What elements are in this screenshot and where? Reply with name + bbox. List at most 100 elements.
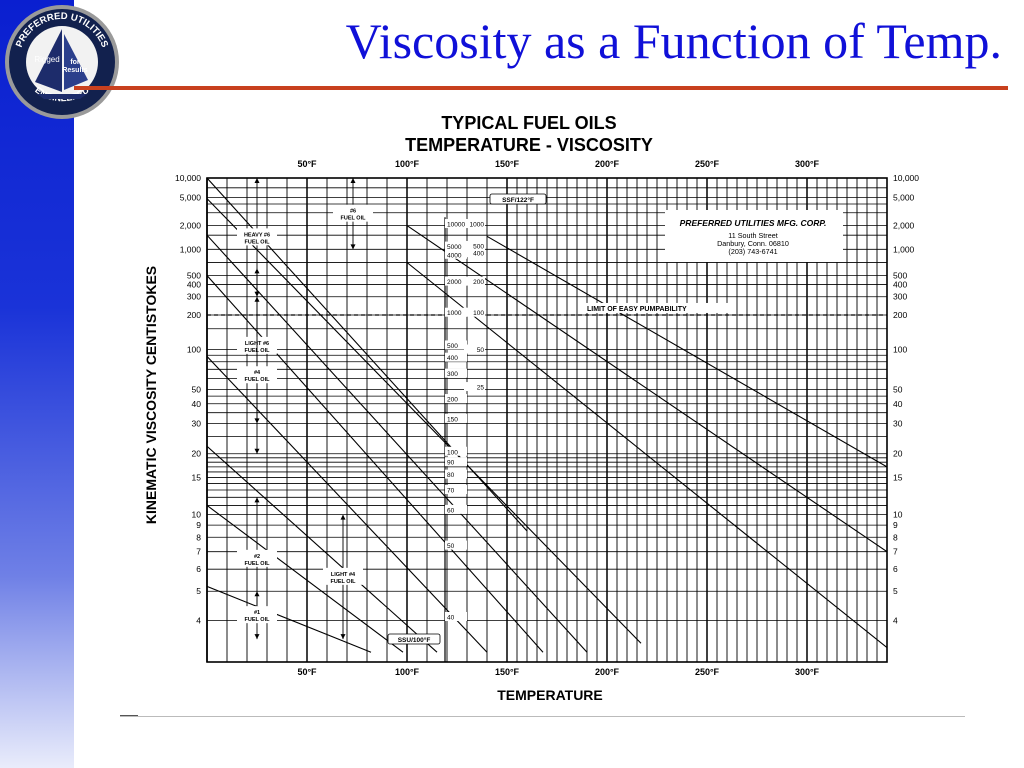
range-arrow-head <box>254 296 260 302</box>
ssu-tick-label: 500 <box>447 343 458 350</box>
ssu-tick-bg <box>445 413 467 423</box>
footer-rule <box>120 716 965 717</box>
series-line-8 <box>207 585 372 653</box>
pumpability-label-bg <box>585 302 733 313</box>
ssu-tick-bg <box>445 446 467 456</box>
y-tick-label-right: 300 <box>893 292 907 302</box>
ssf-tick-label: 400 <box>473 251 484 258</box>
x-tick-label-bottom: 300°F <box>795 667 820 677</box>
ssu-tick-label: 5000 <box>447 244 462 251</box>
ssf-tick-bg <box>464 248 485 258</box>
range-label-line2: FUEL OIL <box>245 561 271 567</box>
ssu-tick-label: 80 <box>447 472 455 479</box>
series-group <box>207 178 887 653</box>
ssu-tick-bg <box>445 457 467 467</box>
y-tick-label-left: 50 <box>192 384 202 394</box>
y-tick-label-left: 10 <box>192 510 202 520</box>
ssu-tick-label: 400 <box>447 355 458 362</box>
ssu-tick-bg <box>445 276 467 286</box>
y-tick-label-right: 500 <box>893 271 907 281</box>
y-tick-label-left: 4 <box>196 615 201 625</box>
ssf-tick-label: 500 <box>473 243 484 250</box>
y-tick-label-left: 2,000 <box>180 221 202 231</box>
ssu-tick-bg <box>445 485 467 495</box>
range-arrow-head <box>350 178 356 183</box>
y-tick-label-right: 2,000 <box>893 221 915 231</box>
ssu-tick-label: 300 <box>447 371 458 378</box>
ssu-tick-label: 60 <box>447 507 455 514</box>
ssu-tick-label: 150 <box>447 416 458 423</box>
range-arrow-head <box>254 591 260 597</box>
ssu-tick-label: 40 <box>447 615 455 622</box>
ssu-label-box <box>387 633 441 645</box>
y-tick-label-right: 9 <box>893 520 898 530</box>
range-arrow-head <box>340 514 346 520</box>
x-tick-label-top: 100°F <box>395 159 420 169</box>
ssu-tick-bg <box>445 540 467 550</box>
y-tick-label-right: 10,000 <box>893 173 919 183</box>
y-tick-label-left: 1,000 <box>180 244 202 254</box>
pumpability-label: LIMIT OF EASY PUMPABILITY <box>587 306 687 313</box>
ssf-tick-bg <box>464 240 485 250</box>
range-label-line1: #2 <box>254 554 260 560</box>
y-tick-label-left: 8 <box>196 532 201 542</box>
ssf-tick-bg <box>464 219 485 229</box>
series-line-9 <box>406 225 887 553</box>
ssf-scale-label: SSF/122°F <box>502 196 534 204</box>
range-label-line1: #1 <box>254 610 260 616</box>
y-tick-label-left: 100 <box>187 345 201 355</box>
company-box <box>665 210 843 262</box>
ssu-tick-bg <box>445 340 467 350</box>
x-tick-label-top: 50°F <box>297 159 317 169</box>
company-address-line: Danbury, Conn. 06810 <box>717 239 789 248</box>
y-tick-label-right: 6 <box>893 564 898 574</box>
series-line-3 <box>207 234 588 653</box>
ssu-tick-label: 10000 <box>447 222 465 229</box>
range-arrow-head <box>254 448 260 454</box>
range-label-line2: FUEL OIL <box>245 239 271 245</box>
x-tick-label-top: 150°F <box>495 159 520 169</box>
range-label-line1: #4 <box>254 370 261 376</box>
chart-subtitle: TEMPERATURE - VISCOSITY <box>405 135 653 155</box>
y-tick-label-left: 20 <box>192 449 202 459</box>
range-arrow-head <box>254 497 260 503</box>
series-line-2 <box>207 198 642 644</box>
ssu-tick-label: 90 <box>447 460 455 467</box>
ssu-scale-label: SSU/100°F <box>398 636 431 644</box>
y-tick-label-left: 9 <box>196 520 201 530</box>
ssf-tick-bg <box>464 307 485 317</box>
sidebar-gradient <box>0 0 74 768</box>
range-arrow-head <box>350 244 356 250</box>
ssf-tick-label: 200 <box>473 279 484 286</box>
series-line-11 <box>486 235 887 468</box>
y-tick-label-left: 40 <box>192 399 202 409</box>
ssf-tick-label: 25 <box>477 385 485 392</box>
ssf-tick-label: 50 <box>477 347 485 354</box>
x-axis-label: TEMPERATURE <box>497 687 603 703</box>
ssu-tick-bg <box>445 219 467 229</box>
title-rule <box>74 86 1008 90</box>
ssu-tick-label: 1000 <box>447 310 462 317</box>
y-tick-label-right: 20 <box>893 449 903 459</box>
chart-title: TYPICAL FUEL OILS <box>441 113 616 133</box>
range-label-line1: LIGHT #6 <box>245 341 269 347</box>
x-tick-label-top: 200°F <box>595 159 620 169</box>
range-label-bg <box>323 567 363 585</box>
ssu-tick-bg <box>445 504 467 514</box>
ssu-tick-label: 4000 <box>447 252 462 259</box>
chart-text: LIMIT OF EASY PUMPABILITY PREFERRED UTILI… <box>143 113 919 703</box>
y-tick-label-left: 200 <box>187 310 201 320</box>
ssu-tick-bg <box>445 307 467 317</box>
ssu-tick-label: 200 <box>447 397 458 404</box>
range-label-bg <box>237 366 277 384</box>
range-label-line2: FUEL OIL <box>341 216 367 222</box>
ssf-tick-label: 1000 <box>470 222 485 229</box>
y-tick-label-left: 5 <box>196 586 201 596</box>
x-tick-label-bottom: 150°F <box>495 667 520 677</box>
y-tick-label-right: 10 <box>893 510 903 520</box>
y-tick-label-left: 6 <box>196 564 201 574</box>
series-line-5 <box>207 356 488 653</box>
y-tick-label-right: 4 <box>893 615 898 625</box>
ssu-tick-bg <box>445 469 467 479</box>
